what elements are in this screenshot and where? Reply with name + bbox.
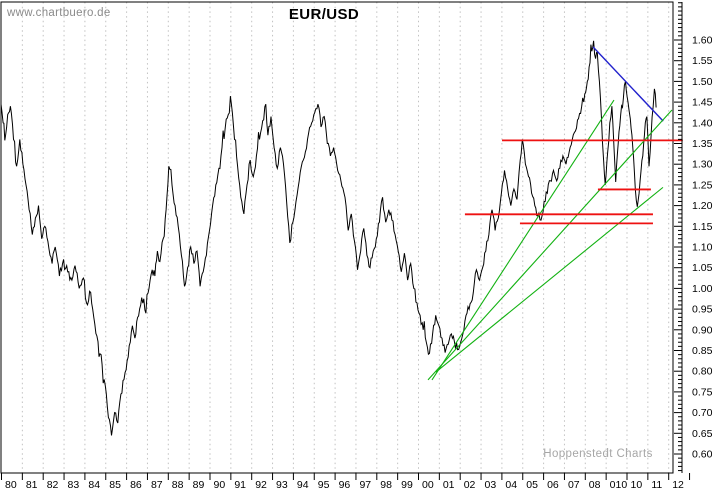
watermark-hoppenstedt: Hoppenstedt Charts bbox=[543, 448, 653, 460]
y-tick-label: 1.10 bbox=[692, 242, 713, 254]
x-tick-label: 03 bbox=[485, 479, 497, 491]
x-tick-label: 02 bbox=[464, 479, 476, 491]
y-tick-label: 0.95 bbox=[692, 304, 713, 316]
y-tick-label: 1.40 bbox=[692, 117, 713, 129]
x-tick-label: 08 bbox=[589, 479, 601, 491]
x-tick-label: 11 bbox=[651, 479, 662, 491]
x-tick-label: 01 bbox=[443, 479, 455, 491]
y-tick-label: 1.60 bbox=[692, 35, 713, 47]
y-tick-label: 0.80 bbox=[692, 366, 713, 378]
x-tick-label: 89 bbox=[193, 479, 205, 491]
downtrend-2008-2011 bbox=[592, 46, 664, 122]
x-tick-label: 90 bbox=[214, 479, 226, 491]
x-tick-label: 83 bbox=[68, 479, 80, 491]
x-tick-label: 00 bbox=[422, 479, 434, 491]
y-tick-label: 1.15 bbox=[692, 221, 713, 233]
y-tick-label: 0.75 bbox=[692, 386, 713, 398]
price-series bbox=[1, 40, 657, 436]
y-tick-label: 0.65 bbox=[692, 428, 713, 440]
x-tick-label: 85 bbox=[109, 479, 121, 491]
x-tick-label: 98 bbox=[380, 479, 392, 491]
x-tick-label: 88 bbox=[172, 479, 184, 491]
x-tick-label: 04 bbox=[505, 479, 517, 491]
x-tick-label: 010 bbox=[610, 479, 628, 491]
uptrend-steep bbox=[431, 99, 615, 381]
x-tick-label: 97 bbox=[359, 479, 371, 491]
y-tick-label: 1.45 bbox=[692, 97, 713, 109]
x-tick-label: 82 bbox=[47, 479, 59, 491]
x-tick-label: 94 bbox=[297, 479, 309, 491]
y-tick-label: 0.90 bbox=[692, 324, 713, 336]
x-tick-label: 87 bbox=[151, 479, 163, 491]
x-tick-label: 10 bbox=[631, 479, 643, 491]
x-tick-label: 07 bbox=[568, 479, 580, 491]
x-tick-label: 06 bbox=[547, 479, 559, 491]
x-tick-label: 92 bbox=[255, 479, 267, 491]
y-tick-label: 1.50 bbox=[692, 76, 713, 88]
x-tick-label: 99 bbox=[401, 479, 413, 491]
uptrend-shallow bbox=[435, 186, 664, 373]
y-tick-label: 1.35 bbox=[692, 138, 713, 150]
x-tick-label: 91 bbox=[234, 479, 246, 491]
level-lines bbox=[464, 139, 683, 225]
x-tick-label: 95 bbox=[318, 479, 330, 491]
y-tick-label: 1.30 bbox=[692, 159, 713, 171]
y-tick-label: 1.00 bbox=[692, 283, 713, 295]
y-tick-label: 0.60 bbox=[692, 449, 713, 461]
x-tick-label: 93 bbox=[276, 479, 288, 491]
x-tick-label: 05 bbox=[526, 479, 538, 491]
x-tick-label: 84 bbox=[88, 479, 100, 491]
x-tick-label: 86 bbox=[130, 479, 142, 491]
x-tick-label: 81 bbox=[26, 479, 38, 491]
y-tick-label: 1.55 bbox=[692, 55, 713, 67]
y-tick-label: 1.25 bbox=[692, 179, 713, 191]
y-tick-label: 1.05 bbox=[692, 262, 713, 274]
y-tick-label: 0.85 bbox=[692, 345, 713, 357]
plot-frame bbox=[0, 1, 674, 474]
x-tick-label: 96 bbox=[339, 479, 351, 491]
y-tick-label: 1.20 bbox=[692, 200, 713, 212]
chart-title: EUR/USD bbox=[288, 6, 360, 23]
uptrend-middle bbox=[427, 109, 673, 381]
x-tick-label: 12 bbox=[672, 479, 684, 491]
y-tick-label: 0.70 bbox=[692, 407, 713, 419]
trendlines bbox=[427, 46, 673, 381]
watermark-chartbuero: www.chartbuero.de bbox=[7, 7, 111, 19]
gridlines bbox=[21, 2, 670, 473]
x-tick-label: 80 bbox=[5, 479, 17, 491]
y-axis: 1.60 1.55 1.50 1.45 1.40 1.35 1.30 1.25 1.20 1.15… bbox=[674, 2, 713, 473]
x-axis: 80 81 82 83 84 85 86 87 88 89 90 91 92 93 94 95 96 97 98 99… bbox=[1, 473, 691, 491]
